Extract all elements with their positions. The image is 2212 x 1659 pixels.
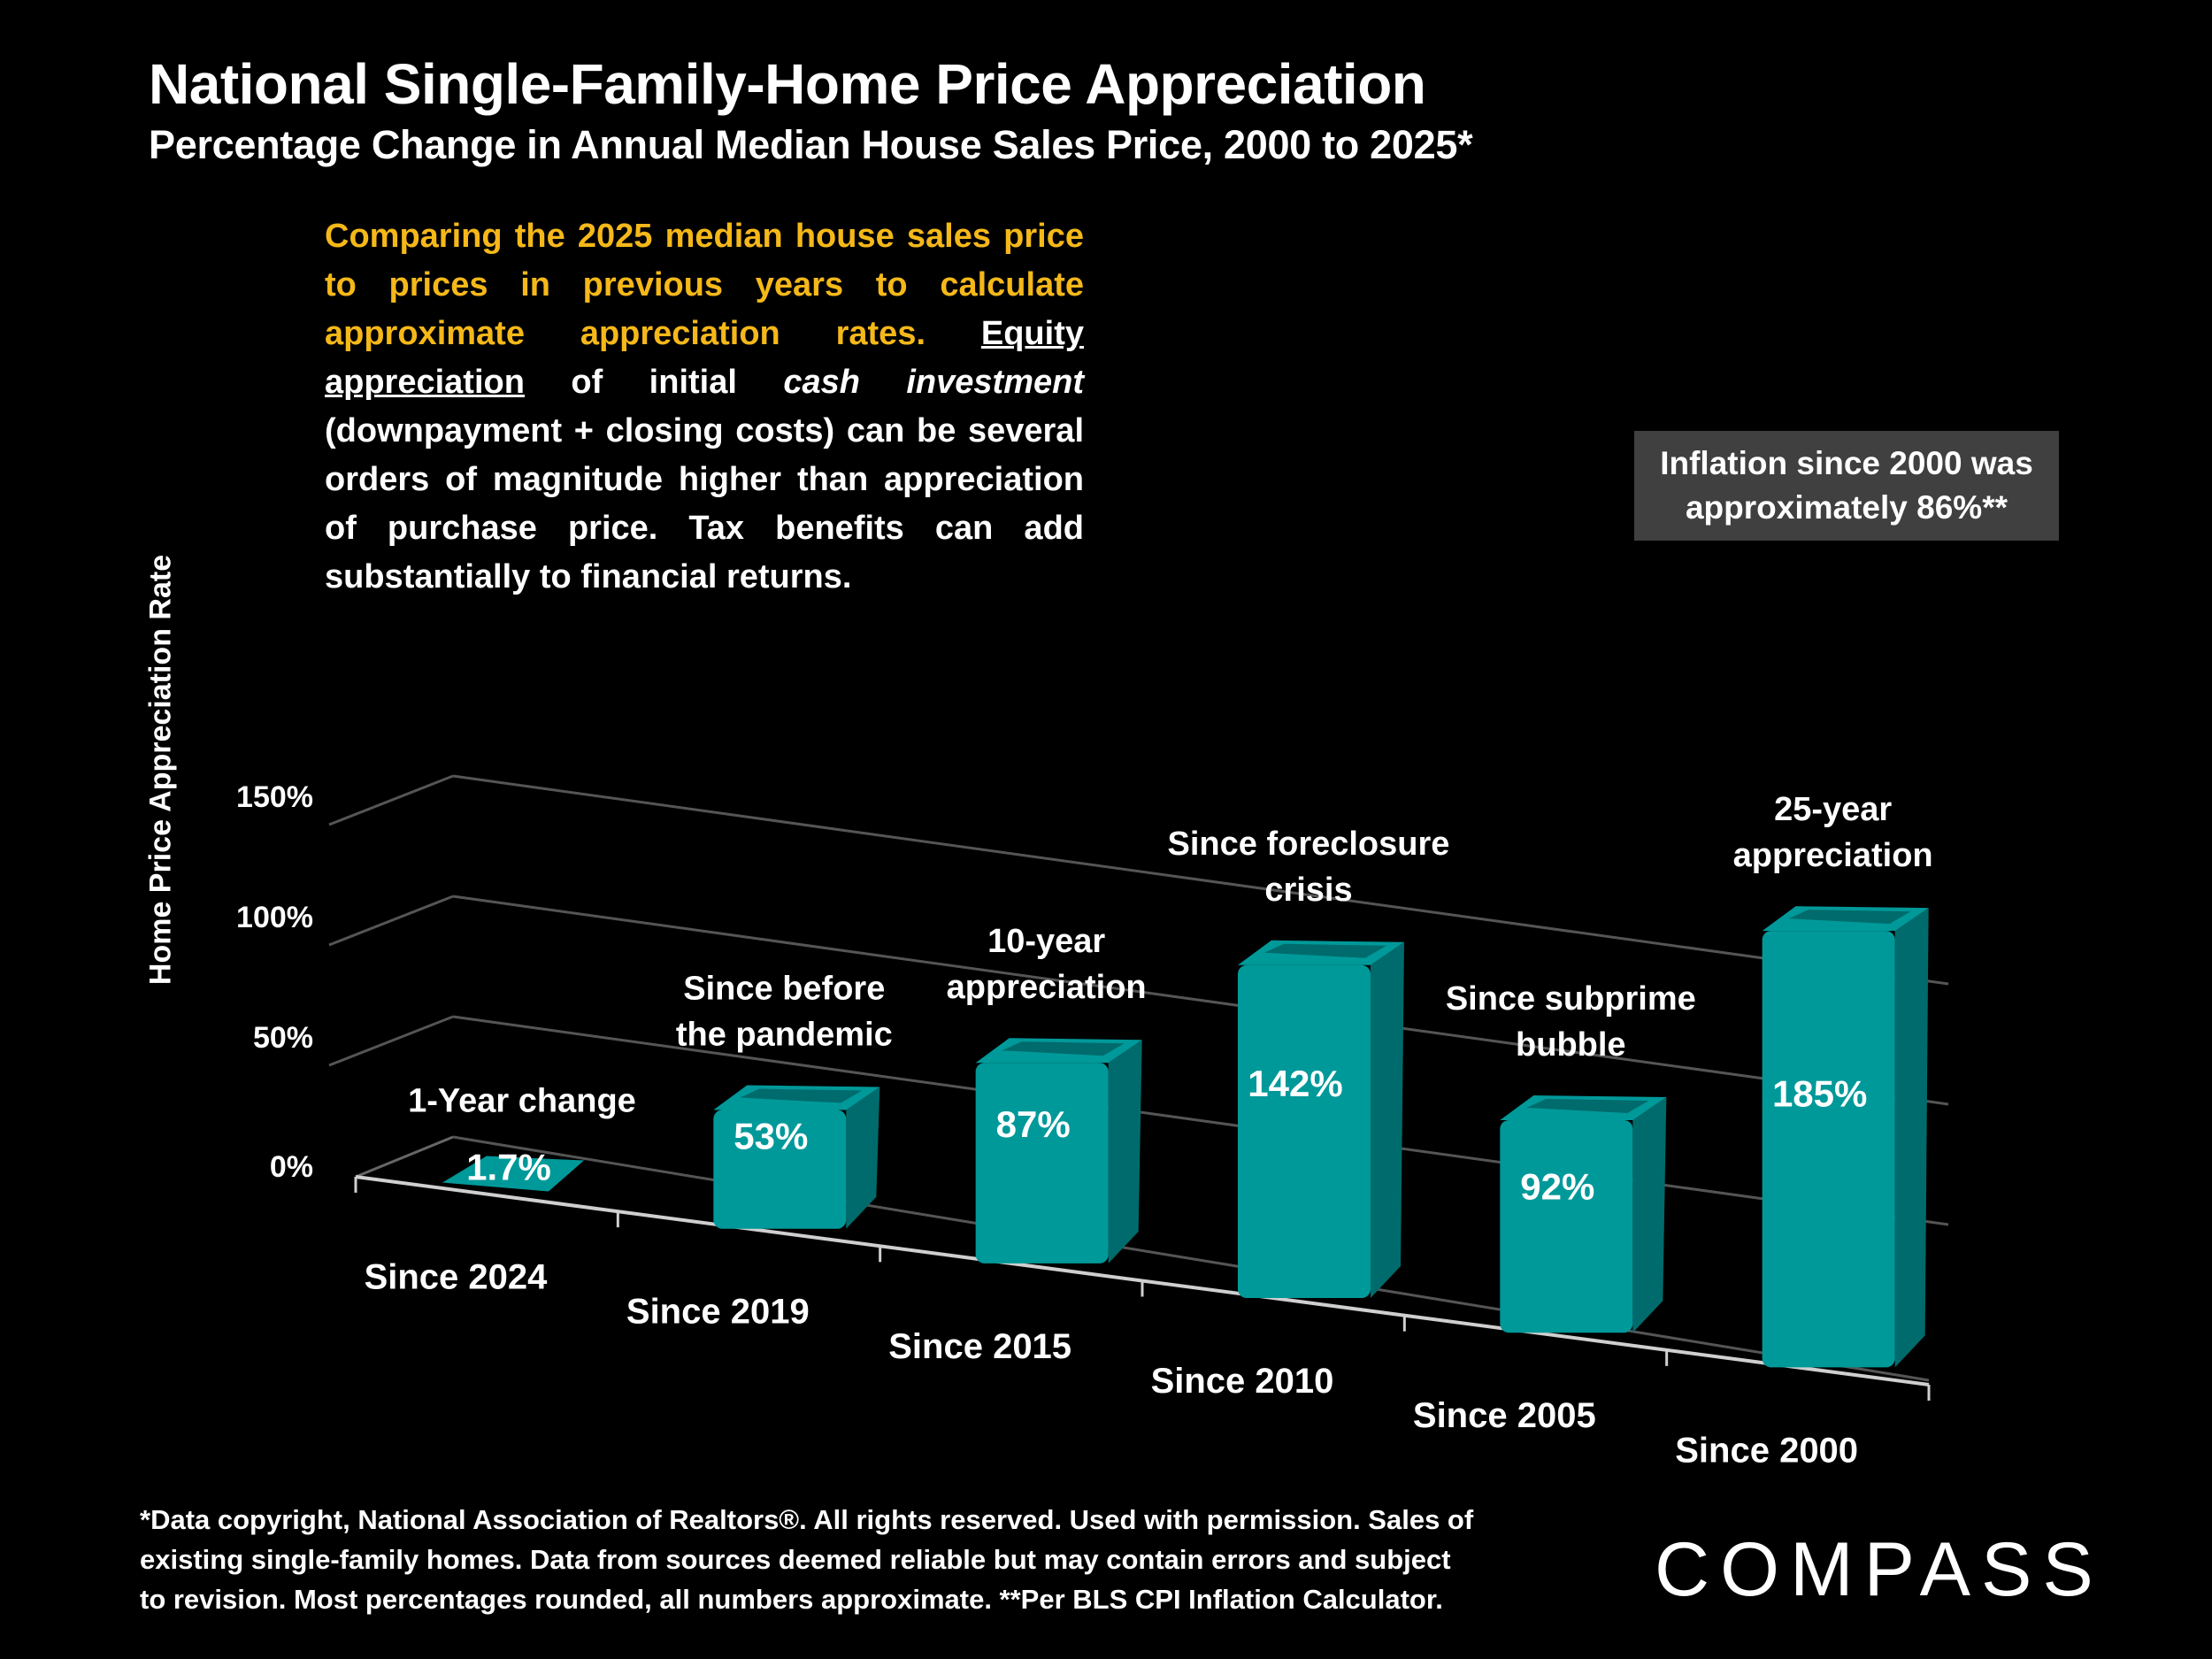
inflation-callout-line1: Inflation since 2000 was [1660,445,2033,481]
bar [975,1063,1109,1263]
y-tick-label: 150% [236,780,313,814]
x-category-label: Since 2005 [1413,1396,1596,1435]
bar-top-inner [1526,1098,1649,1113]
gridline [452,1015,1949,1226]
bar-side [1108,1040,1142,1263]
compass-logo: COMPASS [1655,1527,2104,1612]
footnote: *Data copyright, National Association of… [140,1500,1573,1619]
bar [713,1110,847,1229]
bar-annotation: Since subprime [1446,980,1696,1018]
x-category-label: Since 2000 [1675,1431,1858,1470]
bar-annotation: Since before [683,971,885,1008]
bar-annotation: the pandemic [676,1017,893,1054]
bar-side [1894,908,1929,1368]
bar-top-inner [740,1088,863,1103]
bar-annotation: crisis [1264,872,1352,909]
gridline-side [328,774,454,826]
gridline-side [328,1015,454,1067]
y-tick-label: 50% [253,1021,313,1055]
bar-top-inner [1002,1041,1125,1056]
bar [1500,1119,1633,1333]
x-category-label: Since 2015 [888,1327,1071,1366]
bar-value-label: 1.7% [466,1147,551,1188]
gridline [452,774,1949,986]
y-tick-label: 0% [270,1150,313,1184]
bar [1762,931,1895,1368]
note-italic: cash investment [783,364,1084,401]
gridline-side [328,895,454,947]
floor-side-edge [355,1135,454,1179]
chart-subtitle: Percentage Change in Annual Median House… [149,122,1473,167]
bar-annotation: 10-year [987,923,1105,960]
note-part2: (downpayment + closing costs) can be sev… [325,412,1084,595]
floor-back-edge [452,1135,1930,1382]
note-highlight: Comparing the 2025 median house sales pr… [325,218,1084,352]
footnote-line1: *Data copyright, National Association of… [140,1504,1474,1535]
bar-annotation: 25-year [1774,791,1892,828]
bar [442,1156,584,1192]
footnote-line3: to revision. Most percentages rounded, a… [140,1584,1443,1615]
bar-value-label: 142% [1248,1063,1342,1104]
chart-title: National Single-Family-Home Price Apprec… [149,52,1426,116]
explanatory-note: Comparing the 2025 median house sales pr… [325,212,1084,602]
y-axis-title: Home Price Appreciation Rate [143,554,178,986]
bar-top-inner [1788,910,1911,925]
bar-value-label: 53% [733,1116,808,1157]
x-category-label: Since 2019 [626,1293,810,1332]
x-category-label: Since 2010 [1151,1362,1334,1401]
bar-annotation: 1-Year change [408,1083,636,1120]
bar-value-label: 92% [1520,1166,1594,1208]
note-underlined: Equity appreciation [325,315,1084,401]
bar-side [846,1087,880,1229]
y-tick-label: 100% [236,901,313,934]
bar [1237,964,1371,1299]
bar-annotation: appreciation [947,969,1147,1006]
x-category-label: Since 2024 [365,1258,549,1297]
bar-value-label: 185% [1772,1073,1867,1115]
inflation-callout-line2: approximately 86%** [1685,489,2008,526]
gridline [452,895,1949,1106]
bar-annotation: appreciation [1733,837,1933,874]
note-part1: of initial [524,364,784,401]
bar-side [1632,1096,1667,1333]
bar-value-label: 87% [996,1103,1071,1145]
footnote-line2: existing single-family homes. Data from … [140,1544,1451,1575]
bar-side [1370,941,1404,1299]
bar-annotation: Since foreclosure [1168,826,1450,863]
inflation-callout: Inflation since 2000 was approximately 8… [1634,431,2059,541]
bar-annotation: bubble [1516,1026,1626,1064]
bar-top-inner [1263,943,1386,958]
